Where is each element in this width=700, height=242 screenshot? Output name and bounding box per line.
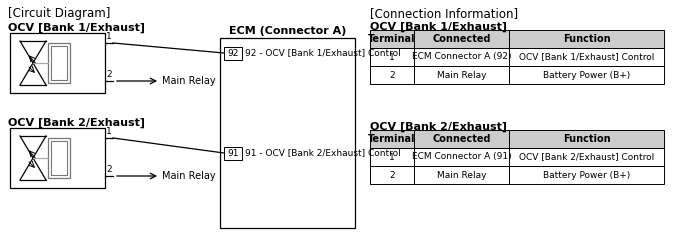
Text: Main Relay: Main Relay bbox=[437, 171, 486, 180]
Bar bbox=[414, 130, 509, 148]
Bar bbox=[509, 130, 664, 148]
Bar bbox=[370, 166, 414, 184]
Bar bbox=[10, 128, 105, 188]
Text: 91 - OCV [Bank 2/Exhaust] Control: 91 - OCV [Bank 2/Exhaust] Control bbox=[245, 149, 400, 158]
Bar bbox=[370, 148, 414, 166]
Text: Terminal: Terminal bbox=[368, 34, 416, 44]
Text: [Circuit Diagram]: [Circuit Diagram] bbox=[8, 7, 111, 20]
Text: 2: 2 bbox=[106, 165, 111, 174]
Bar bbox=[51, 46, 67, 80]
Bar bbox=[48, 138, 70, 178]
Text: ECM Connector A (92): ECM Connector A (92) bbox=[412, 53, 511, 61]
Bar bbox=[370, 48, 414, 66]
Bar bbox=[10, 33, 105, 93]
Bar bbox=[370, 30, 414, 48]
Text: 1: 1 bbox=[106, 127, 112, 136]
Text: Function: Function bbox=[563, 134, 610, 144]
Text: [Connection Information]: [Connection Information] bbox=[370, 7, 518, 20]
Bar bbox=[414, 30, 509, 48]
Text: OCV [Bank 1/Exhaust]: OCV [Bank 1/Exhaust] bbox=[370, 22, 507, 32]
Bar bbox=[414, 148, 509, 166]
Text: Main Relay: Main Relay bbox=[162, 76, 216, 86]
Bar bbox=[224, 147, 242, 160]
Text: 92 - OCV [Bank 1/Exhaust] Control: 92 - OCV [Bank 1/Exhaust] Control bbox=[245, 48, 400, 58]
Bar bbox=[48, 43, 70, 83]
Text: Connected: Connected bbox=[433, 134, 491, 144]
Text: 2: 2 bbox=[389, 171, 395, 180]
Text: OCV [Bank 2/Exhaust]: OCV [Bank 2/Exhaust] bbox=[8, 118, 145, 128]
Text: 92: 92 bbox=[228, 48, 239, 58]
Bar bbox=[414, 66, 509, 84]
Text: Main Relay: Main Relay bbox=[437, 70, 486, 80]
Bar bbox=[414, 48, 509, 66]
Text: OCV [Bank 2/Exhaust] Control: OCV [Bank 2/Exhaust] Control bbox=[519, 152, 654, 161]
Bar bbox=[220, 38, 355, 228]
Bar bbox=[414, 166, 509, 184]
Bar bbox=[51, 141, 67, 175]
Text: Main Relay: Main Relay bbox=[162, 171, 216, 181]
Text: OCV [Bank 1/Exhaust] Control: OCV [Bank 1/Exhaust] Control bbox=[519, 53, 655, 61]
Bar bbox=[509, 166, 664, 184]
Bar bbox=[370, 66, 414, 84]
Text: 2: 2 bbox=[106, 70, 111, 79]
Bar bbox=[224, 47, 242, 60]
Text: Connected: Connected bbox=[433, 34, 491, 44]
Text: 1: 1 bbox=[389, 53, 395, 61]
Bar bbox=[509, 30, 664, 48]
Bar bbox=[509, 66, 664, 84]
Text: ECM (Connector A): ECM (Connector A) bbox=[229, 26, 346, 36]
Text: Battery Power (B+): Battery Power (B+) bbox=[543, 171, 630, 180]
Text: OCV [Bank 1/Exhaust]: OCV [Bank 1/Exhaust] bbox=[8, 23, 145, 33]
Bar bbox=[509, 148, 664, 166]
Text: 1: 1 bbox=[389, 152, 395, 161]
Text: ECM Connector A (91): ECM Connector A (91) bbox=[412, 152, 511, 161]
Text: Function: Function bbox=[563, 34, 610, 44]
Bar bbox=[509, 48, 664, 66]
Bar bbox=[370, 130, 414, 148]
Text: Battery Power (B+): Battery Power (B+) bbox=[543, 70, 630, 80]
Text: 1: 1 bbox=[106, 32, 112, 41]
Text: OCV [Bank 2/Exhaust]: OCV [Bank 2/Exhaust] bbox=[370, 122, 507, 132]
Text: Terminal: Terminal bbox=[368, 134, 416, 144]
Text: 91: 91 bbox=[228, 149, 239, 158]
Text: 2: 2 bbox=[389, 70, 395, 80]
